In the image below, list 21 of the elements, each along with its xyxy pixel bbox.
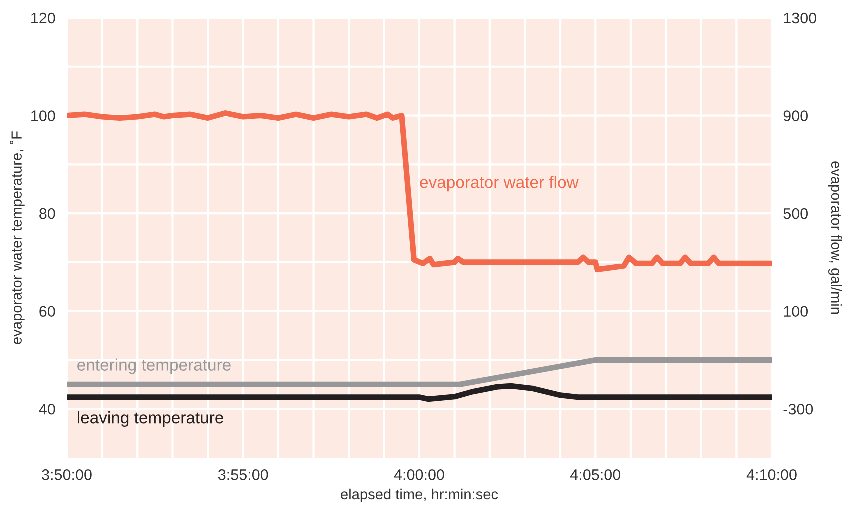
y2-tick-label: 100 [784, 306, 808, 318]
y2-tick-label: 1300 [784, 12, 816, 24]
x-axis-title: elapsed time, hr:min:sec [341, 488, 498, 503]
x-tick-label: 3:55:00 [218, 470, 268, 480]
series-label: evaporator water flow [420, 176, 579, 192]
x-tick-label: 4:00:00 [394, 470, 444, 480]
y-tick-label: 100 [32, 110, 56, 122]
y-axis-title: evaporator water temperature, ˚F [10, 132, 25, 344]
y2-axis-title: evaporator flow, gal/min [828, 162, 842, 314]
x-tick-label: 3:50:00 [42, 470, 92, 480]
series-label: entering temperature [78, 358, 231, 374]
y-tick-label: 60 [40, 306, 56, 318]
y2-tick-label: 900 [784, 110, 808, 122]
y2-tick-label: -300 [784, 404, 814, 415]
x-tick-label: 4:10:00 [746, 470, 797, 480]
y-tick-label: 80 [40, 208, 56, 220]
y-tick-label: 40 [39, 404, 56, 415]
y2-tick-label: 500 [784, 208, 808, 220]
x-tick-label: 4:05:00 [570, 470, 621, 480]
y-tick-label: 120 [32, 12, 56, 24]
series-label: leaving temperature [78, 412, 224, 428]
